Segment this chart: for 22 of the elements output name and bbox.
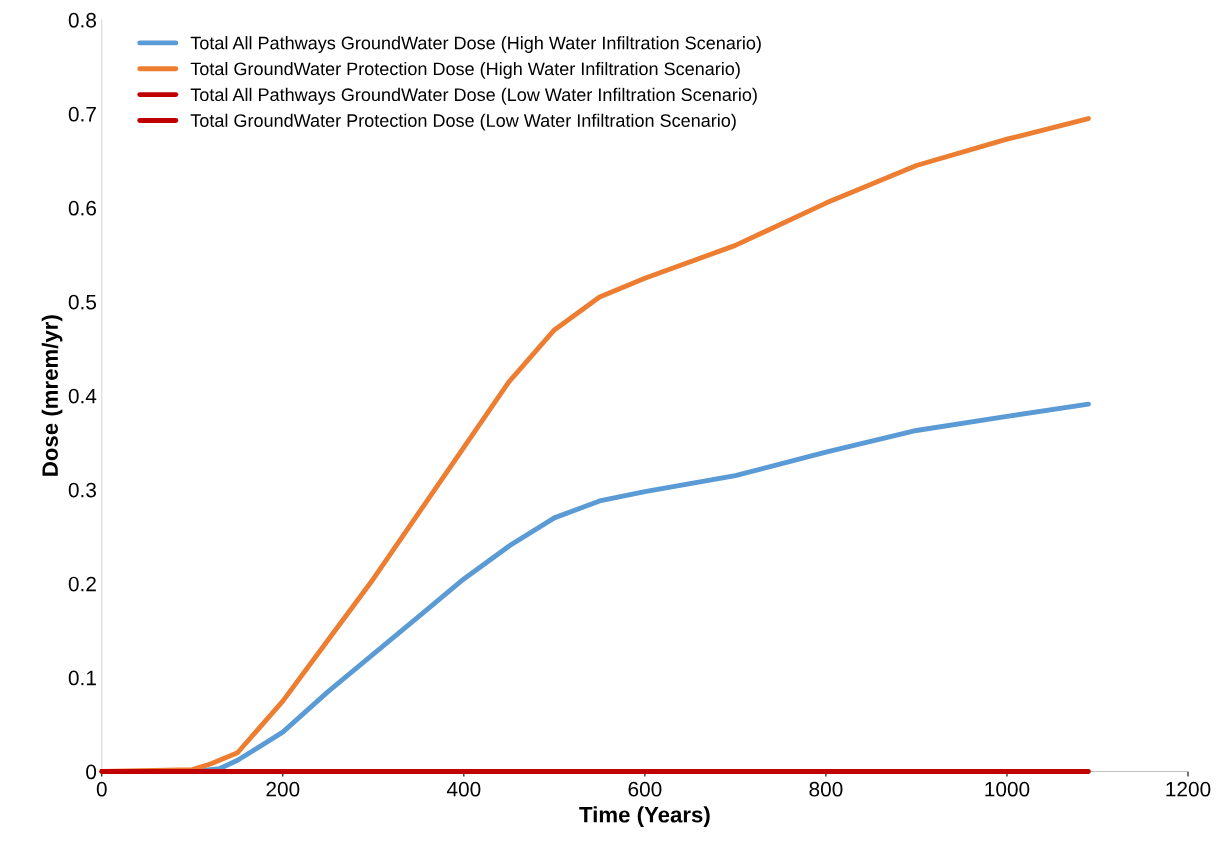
y-tick-label: 0.6	[68, 200, 96, 216]
x-tick-label: 1000	[985, 781, 1030, 797]
y-tick-label: 0.3	[68, 482, 96, 498]
y-axis-title: Dose (mrem/yr)	[41, 315, 63, 476]
x-tick-label: 200	[266, 781, 300, 797]
y-tick-label: 0	[86, 764, 97, 780]
y-tick-label: 0.2	[68, 576, 96, 592]
x-tick-label: 600	[628, 781, 662, 797]
y-tick-label: 0.4	[68, 388, 97, 404]
legend-label: Total GroundWater Protection Dose (High Water Infiltration Scenario)	[190, 61, 740, 79]
legend-label: Total GroundWater Protection Dose (Low Water Infiltration Scenario)	[190, 113, 736, 131]
legend-label: Total All Pathways GroundWater Dose (High Water Infiltration Scenario)	[190, 36, 761, 53]
x-tick-label: 0	[96, 781, 107, 797]
y-tick-label: 0.5	[68, 294, 97, 310]
x-tick-label: 800	[809, 781, 843, 797]
x-tick-label: 1200	[1166, 781, 1211, 797]
x-tick-label: 400	[446, 781, 481, 797]
legend-label: Total All Pathways GroundWater Dose (Low Water Infiltration Scenario)	[190, 87, 757, 105]
y-tick-label: 0.7	[68, 106, 96, 122]
y-tick-label: 0.1	[68, 670, 96, 686]
y-tick-label: 0.8	[68, 12, 96, 28]
x-axis-title: Time (Years)	[579, 806, 710, 827]
